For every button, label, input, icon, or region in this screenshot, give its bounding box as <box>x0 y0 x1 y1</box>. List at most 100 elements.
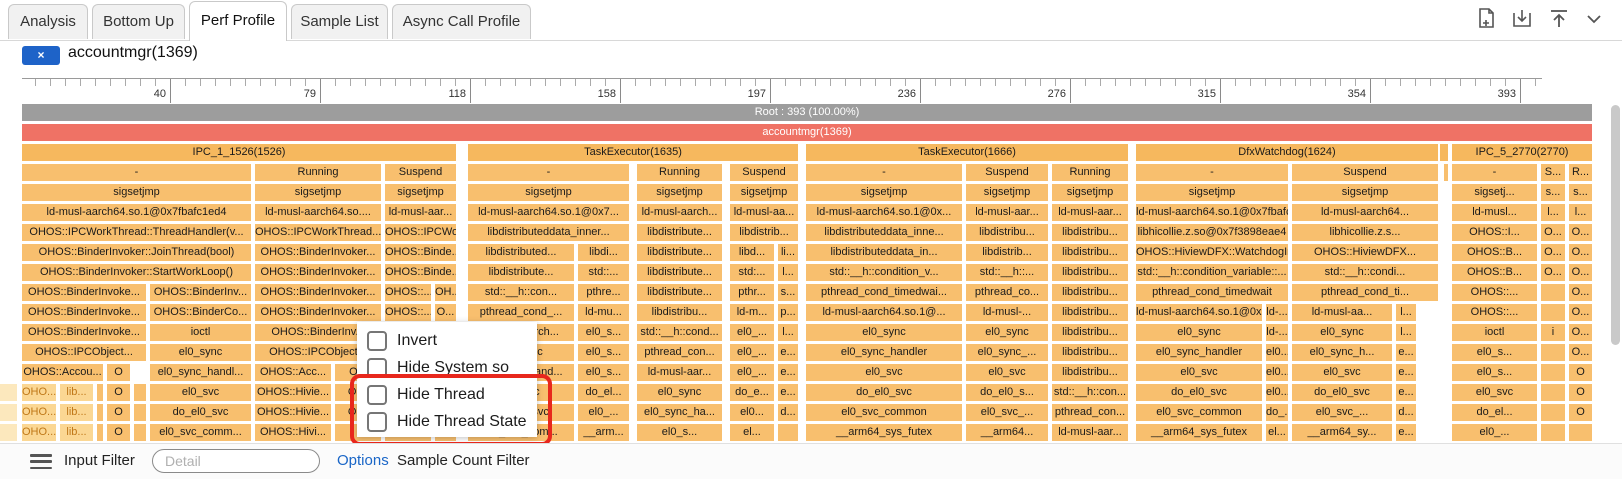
flame-cell[interactable]: el0... <box>1266 364 1288 381</box>
flame-cell[interactable]: OHOS::Accou... <box>22 364 103 381</box>
flame-cell[interactable]: libdistribu... <box>637 304 722 321</box>
flame-cell[interactable]: e... <box>778 384 798 401</box>
flame-cell[interactable]: el... <box>730 424 774 441</box>
flame-cell[interactable]: libdistributed... <box>468 244 574 261</box>
flame-cell[interactable]: libdistrib... <box>966 244 1048 261</box>
flame-cell[interactable]: s... <box>1569 184 1592 201</box>
flame-cell[interactable]: sigsetjmp <box>385 184 456 201</box>
flame-cell[interactable]: OHOS::HiviewDFX::WatchdogInner... <box>1136 244 1288 261</box>
flame-cell[interactable]: do_el... <box>1452 404 1537 421</box>
flame-cell[interactable]: libdi... <box>578 244 629 261</box>
checkbox-icon[interactable] <box>367 331 387 351</box>
flame-cell[interactable]: el0_svc_comm... <box>150 424 251 441</box>
flame-cell[interactable]: OHOS::IPCWorkThread... <box>255 224 381 241</box>
popup-option-hide-system-so[interactable]: Hide System so <box>367 357 509 379</box>
flame-cell[interactable]: el0_sync_handler <box>806 344 962 361</box>
flame-cell[interactable]: OHOS::BinderInvoke... <box>22 304 146 321</box>
flame-cell[interactable]: O... <box>1569 244 1592 261</box>
flame-cell[interactable]: std::__h::cond... <box>637 324 722 341</box>
flame-cell[interactable]: OH... <box>435 284 456 301</box>
flame-cell[interactable]: li... <box>778 244 798 261</box>
flame-cell[interactable]: O <box>107 424 130 441</box>
flame-cell[interactable]: O... <box>435 304 456 321</box>
flame-cell[interactable]: s... <box>778 284 798 301</box>
flame-cell[interactable]: OHOS::Hivie... <box>255 404 331 421</box>
flame-cell[interactable]: sigsetjmp <box>1052 184 1128 201</box>
flame-cell[interactable]: OHO... <box>22 384 56 401</box>
flame-cell[interactable]: do_el0_s... <box>966 384 1048 401</box>
flame-cell[interactable]: std::__h::... <box>966 264 1048 281</box>
flame-cell[interactable]: libdistrib... <box>730 224 798 241</box>
flame-cell[interactable]: ld-musl-aa... <box>730 204 798 221</box>
flame-cell[interactable]: OHOS::... <box>1452 304 1537 321</box>
flame-cell[interactable]: ld-musl-aarch64.so.1@0x7fbafc1ed4 <box>22 204 251 221</box>
flame-cell[interactable]: libdistribute... <box>637 284 722 301</box>
flame-cell[interactable]: std::__h::condi... <box>1292 264 1438 281</box>
flame-cell[interactable] <box>134 404 146 421</box>
flame-cell[interactable]: e... <box>1396 384 1416 401</box>
flame-cell[interactable]: libd... <box>730 244 774 261</box>
flame-cell[interactable]: OHOS::B... <box>1452 244 1537 261</box>
sample-count-filter-link[interactable]: Sample Count Filter <box>397 452 530 469</box>
flame-cell[interactable]: OHOS::IPCObject... <box>255 344 381 361</box>
flame-cell[interactable]: libhicollie.z.s... <box>1292 224 1438 241</box>
flame-cell[interactable] <box>97 404 103 421</box>
flame-cell[interactable]: libdistribu... <box>1052 364 1128 381</box>
flame-cell[interactable]: el0_svc <box>1292 364 1392 381</box>
flame-cell[interactable]: ld-musl-aar... <box>1052 424 1128 441</box>
flame-cell[interactable] <box>1541 384 1565 401</box>
flame-cell[interactable] <box>1541 344 1565 361</box>
flame-cell[interactable]: OHOS::IPCWorkThread::ThreadHandler(v... <box>22 224 251 241</box>
popup-option-invert[interactable]: Invert <box>367 330 437 352</box>
flame-cell[interactable]: S... <box>1541 164 1565 181</box>
flame-cell[interactable]: pthread_con... <box>1052 404 1128 421</box>
flame-cell[interactable]: OHOS::BinderInvoke... <box>22 324 146 341</box>
flame-cell[interactable]: do_el... <box>578 384 629 401</box>
flame-cell[interactable]: el0_... <box>578 404 629 421</box>
flame-cell[interactable]: IPC_1_1526(1526) <box>22 144 456 161</box>
flame-cell[interactable]: sigsetjmp <box>468 184 629 201</box>
flame-cell[interactable]: s... <box>1541 184 1565 201</box>
options-link[interactable]: Options <box>337 452 389 469</box>
flame-cell[interactable]: libdistribu... <box>1052 224 1128 241</box>
flame-cell[interactable]: ld-musl-... <box>966 304 1048 321</box>
flame-cell[interactable]: el0_sync_... <box>966 344 1048 361</box>
flame-cell[interactable]: libhicollie.z.so@0x7f3898eae4 <box>1136 224 1288 241</box>
flame-cell[interactable]: sigsetjmp <box>806 184 962 201</box>
flame-cell[interactable]: - <box>1452 164 1537 181</box>
flame-cell[interactable]: O... <box>1541 224 1565 241</box>
flame-cell[interactable]: lib... <box>60 424 93 441</box>
flame-cell[interactable]: __arm64... <box>966 424 1048 441</box>
flame-cell[interactable]: e... <box>1396 424 1416 441</box>
flame-cell[interactable]: O <box>107 384 130 401</box>
tab-analysis[interactable]: Analysis <box>8 4 88 39</box>
flame-cell[interactable]: el0_... <box>730 364 774 381</box>
flame-cell[interactable]: O... <box>1569 284 1592 301</box>
flame-cell[interactable]: std::... <box>578 264 629 281</box>
flame-cell[interactable]: OHOS::BinderInv... <box>255 324 381 341</box>
flame-cell[interactable]: Suspend <box>966 164 1048 181</box>
flame-cell[interactable]: l... <box>1396 304 1416 321</box>
flame-cell[interactable]: ld-musl-aarch64.so.... <box>255 204 381 221</box>
flame-cell[interactable]: Suspend <box>1292 164 1438 181</box>
flame-cell[interactable]: ld-musl-aarch64.so.1@... <box>806 304 962 321</box>
flame-cell[interactable]: OHOS::IPCWo... <box>385 224 456 241</box>
flame-cell[interactable]: OHOS::Acc... <box>255 364 331 381</box>
flame-cell[interactable]: OHOS::Binde... <box>385 244 456 261</box>
flame-cell[interactable]: OHO... <box>22 424 56 441</box>
flame-cell[interactable]: ld-mu... <box>578 304 629 321</box>
flame-cell[interactable]: O... <box>1569 224 1592 241</box>
flame-cell[interactable]: libdistribute... <box>637 224 722 241</box>
flame-cell[interactable]: - <box>22 164 251 181</box>
flame-cell[interactable]: OHOS::... <box>385 284 431 301</box>
flame-cell[interactable]: - <box>1136 164 1288 181</box>
flame-cell[interactable]: pthread_cond_timedwai... <box>806 284 962 301</box>
flame-cell[interactable]: el0_sync <box>806 324 962 341</box>
flame-cell[interactable]: el0_svc_... <box>1292 404 1392 421</box>
flame-cell[interactable]: ld-musl-aa... <box>1292 304 1392 321</box>
vertical-scrollbar[interactable] <box>1611 105 1620 345</box>
flame-cell[interactable]: DfxWatchdog(1624) <box>1136 144 1438 161</box>
flame-cell[interactable]: libdistribu... <box>1052 264 1128 281</box>
flame-cell[interactable]: OHOS::... <box>1452 284 1537 301</box>
flame-cell[interactable]: ld-musl-aarch64.so.1@0x... <box>806 204 962 221</box>
